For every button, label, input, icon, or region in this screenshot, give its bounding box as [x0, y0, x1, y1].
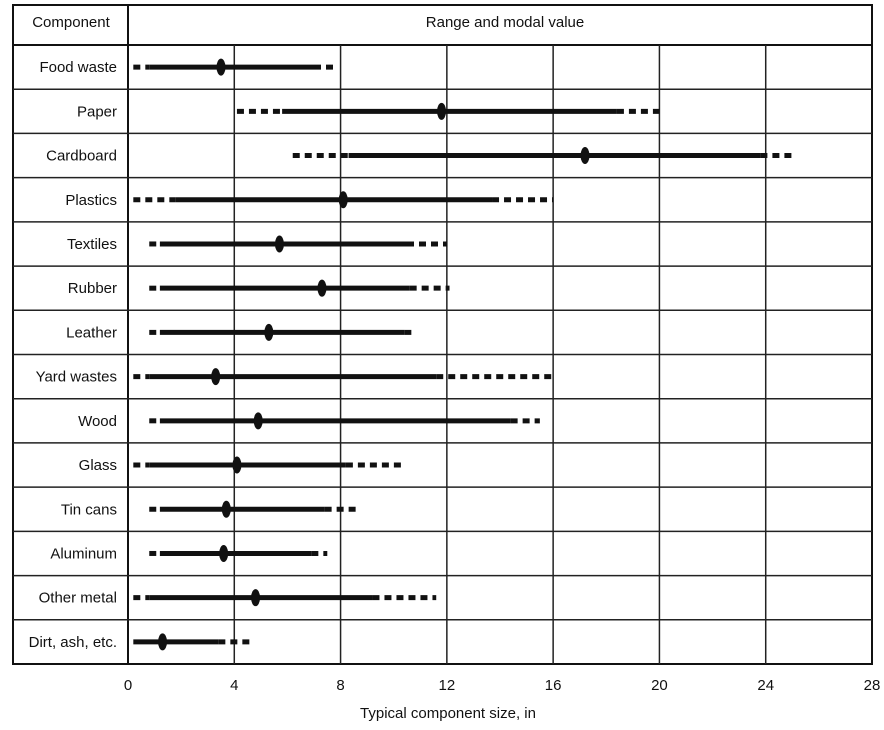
row-label: Plastics — [65, 192, 117, 209]
row-label: Cardboard — [46, 148, 117, 165]
modal-marker — [251, 589, 261, 607]
range-series-row — [149, 235, 447, 253]
modal-marker — [158, 633, 168, 651]
x-tick-label: 0 — [124, 677, 132, 694]
range-series-row — [133, 456, 405, 474]
row-label: Paper — [77, 103, 117, 120]
range-series-row — [292, 147, 795, 165]
range-series-row — [149, 323, 415, 341]
header-component: Component — [32, 14, 110, 31]
modal-marker — [580, 147, 590, 165]
modal-marker — [264, 323, 274, 341]
row-label: Glass — [79, 457, 117, 474]
range-series-row — [149, 544, 328, 562]
grid-layer — [12, 4, 873, 665]
x-tick-label: 28 — [864, 677, 881, 694]
row-label: Textiles — [67, 236, 117, 253]
range-series-row — [133, 589, 437, 607]
table-frame — [12, 4, 873, 665]
x-tick-label: 24 — [757, 677, 774, 694]
modal-marker — [211, 368, 221, 386]
row-label: Wood — [78, 413, 117, 430]
row-label: Other metal — [39, 590, 117, 607]
range-series-row — [149, 279, 450, 297]
range-series-row — [133, 633, 251, 651]
x-tick-label: 12 — [439, 677, 456, 694]
row-label: Leather — [66, 324, 117, 341]
modal-marker — [437, 102, 447, 120]
range-series-row — [133, 191, 554, 209]
x-axis-title: Typical component size, in — [360, 705, 536, 722]
row-layer — [133, 58, 795, 651]
range-series-row — [133, 368, 554, 386]
modal-marker — [221, 500, 231, 518]
modal-marker — [216, 58, 226, 76]
row-label: Tin cans — [61, 501, 117, 518]
tick-label-layer: 0 4 8 12 16 20 24 28 — [124, 677, 881, 694]
range-series-row — [149, 500, 357, 518]
range-series-row — [236, 102, 660, 120]
row-label: Dirt, ash, etc. — [29, 634, 117, 651]
range-series-row — [149, 412, 540, 430]
modal-marker — [317, 279, 327, 297]
x-tick-label: 16 — [545, 677, 562, 694]
x-tick-label: 20 — [651, 677, 668, 694]
row-label: Yard wastes — [36, 369, 117, 386]
row-label: Aluminum — [50, 545, 117, 562]
row-label: Rubber — [68, 280, 117, 297]
modal-marker — [338, 191, 348, 209]
modal-marker — [232, 456, 242, 474]
range-series-row — [133, 58, 338, 76]
modal-marker — [219, 544, 229, 562]
label-layer: Food waste Paper Cardboard Plastics Textiles… — [29, 59, 117, 651]
modal-marker — [253, 412, 263, 430]
row-label: Food waste — [39, 59, 117, 76]
x-tick-label: 4 — [230, 677, 238, 694]
modal-marker — [274, 235, 284, 253]
header-range: Range and modal value — [426, 14, 584, 31]
x-tick-label: 8 — [336, 677, 344, 694]
